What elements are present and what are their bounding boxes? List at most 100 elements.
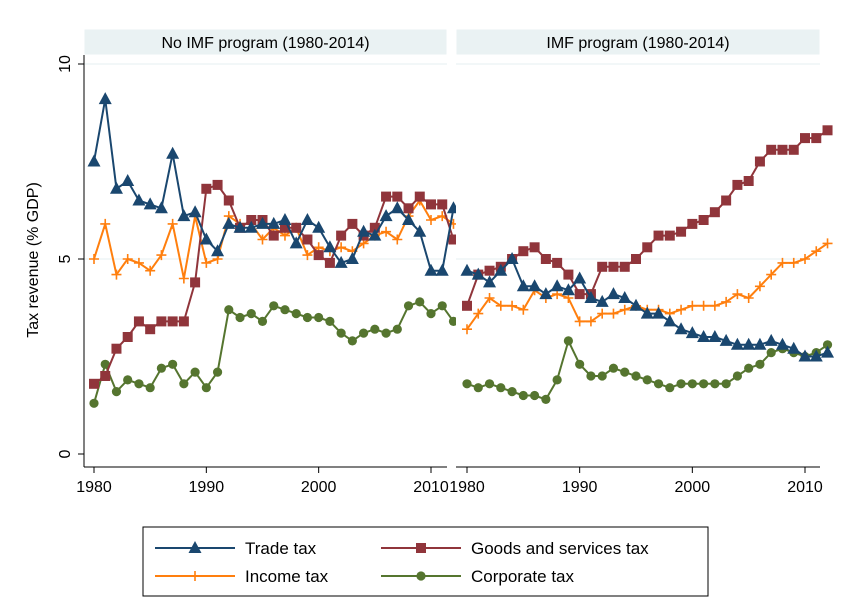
data-point-goods xyxy=(687,218,698,229)
data-point-goods xyxy=(89,378,99,389)
data-point-corporate xyxy=(484,379,495,389)
legend-swatch-marker xyxy=(188,541,202,553)
data-point-trade xyxy=(742,337,756,350)
data-point-corporate xyxy=(224,305,234,315)
data-point-corporate xyxy=(145,383,155,393)
data-point-trade xyxy=(460,263,474,276)
legend-label: Income tax xyxy=(245,567,329,586)
data-point-income xyxy=(777,257,788,268)
data-point-income xyxy=(302,250,313,261)
data-point-goods xyxy=(732,179,743,190)
data-point-trade xyxy=(323,240,337,253)
data-point-goods xyxy=(788,144,799,155)
data-point-goods xyxy=(653,230,664,241)
data-point-income xyxy=(518,304,529,315)
data-point-income xyxy=(484,293,495,303)
data-point-corporate xyxy=(732,371,743,381)
data-point-goods xyxy=(597,261,608,272)
data-point-corporate xyxy=(134,379,144,389)
legend-label: Trade tax xyxy=(245,539,317,558)
panel-1: IMF program (1980-2014) 1980 1990 2000 2010 xyxy=(449,28,835,496)
data-point-trade xyxy=(98,92,112,105)
data-point-goods xyxy=(631,254,641,264)
data-point-income xyxy=(100,218,111,229)
data-point-trade xyxy=(345,252,359,264)
data-point-income xyxy=(462,324,472,335)
data-point-trade xyxy=(561,283,575,296)
legend-item-corporate: Corporate tax xyxy=(381,567,574,586)
y-tick-label: 10 xyxy=(57,55,74,73)
legend-item-goods: Goods and services tax xyxy=(381,539,649,558)
data-point-goods xyxy=(664,230,675,241)
data-point-goods xyxy=(369,222,380,233)
data-point-goods xyxy=(462,300,472,311)
panels: No IMF program (1980-2014) 1980 1990 2000 20… xyxy=(57,28,835,496)
data-point-corporate xyxy=(370,324,380,334)
data-point-corporate xyxy=(822,340,833,350)
data-point-goods xyxy=(437,199,448,210)
y-tick-label: 0 xyxy=(57,449,74,458)
data-point-income xyxy=(698,300,709,311)
data-point-corporate xyxy=(721,379,731,389)
data-point-trade xyxy=(368,228,382,241)
data-point-income xyxy=(122,254,133,264)
data-point-corporate xyxy=(518,390,528,401)
panel-title: IMF program (1980-2014) xyxy=(546,35,729,52)
data-point-goods xyxy=(167,316,178,327)
data-point-trade xyxy=(652,306,666,319)
data-point-corporate xyxy=(541,394,551,404)
data-point-goods xyxy=(552,257,563,268)
data-point-corporate xyxy=(586,371,596,381)
data-point-goods xyxy=(403,203,414,214)
data-point-trade xyxy=(267,216,281,229)
data-point-corporate xyxy=(325,316,335,326)
data-point-corporate xyxy=(507,387,517,397)
data-point-trade xyxy=(402,213,416,225)
data-point-trade xyxy=(787,341,801,354)
data-point-trade xyxy=(753,337,767,350)
data-point-goods xyxy=(156,316,167,327)
data-point-trade xyxy=(629,298,643,311)
data-point-income xyxy=(574,316,585,327)
data-point-corporate xyxy=(359,328,369,338)
data-point-corporate xyxy=(123,375,133,385)
data-point-goods xyxy=(291,222,302,233)
data-point-corporate xyxy=(257,316,268,326)
data-point-corporate xyxy=(426,309,436,319)
data-point-goods xyxy=(563,269,574,280)
panel-title-strip xyxy=(455,28,821,56)
data-point-goods xyxy=(754,156,765,167)
data-point-income xyxy=(381,226,392,237)
x-tick-label: 1990 xyxy=(562,479,598,496)
data-point-trade xyxy=(809,349,823,362)
data-point-corporate xyxy=(347,336,357,346)
data-point-goods xyxy=(201,183,212,194)
data-point-trade xyxy=(109,181,123,194)
data-point-trade xyxy=(798,349,812,362)
data-point-trade xyxy=(719,333,733,346)
data-point-goods xyxy=(313,250,324,261)
data-point-goods xyxy=(302,234,313,245)
x-tick-label: 2000 xyxy=(675,479,711,496)
data-point-goods xyxy=(100,371,111,381)
data-point-corporate xyxy=(755,359,765,369)
data-point-corporate xyxy=(575,359,585,369)
data-point-trade xyxy=(516,279,530,292)
data-point-trade xyxy=(528,279,542,292)
data-point-trade xyxy=(312,220,326,233)
data-point-trade xyxy=(550,279,564,292)
data-point-goods xyxy=(518,246,529,257)
data-point-income xyxy=(178,273,189,284)
data-point-trade xyxy=(390,201,404,214)
data-point-trade xyxy=(188,205,202,218)
y-tick-label: 5 xyxy=(57,254,74,263)
legend-swatch-marker xyxy=(416,571,426,581)
data-point-income xyxy=(687,300,698,311)
data-point-goods xyxy=(800,133,810,144)
data-point-goods xyxy=(279,222,290,233)
data-point-trade xyxy=(708,330,722,342)
data-point-goods xyxy=(766,144,777,155)
legend-swatch-marker xyxy=(416,543,426,553)
data-point-goods xyxy=(381,191,392,202)
